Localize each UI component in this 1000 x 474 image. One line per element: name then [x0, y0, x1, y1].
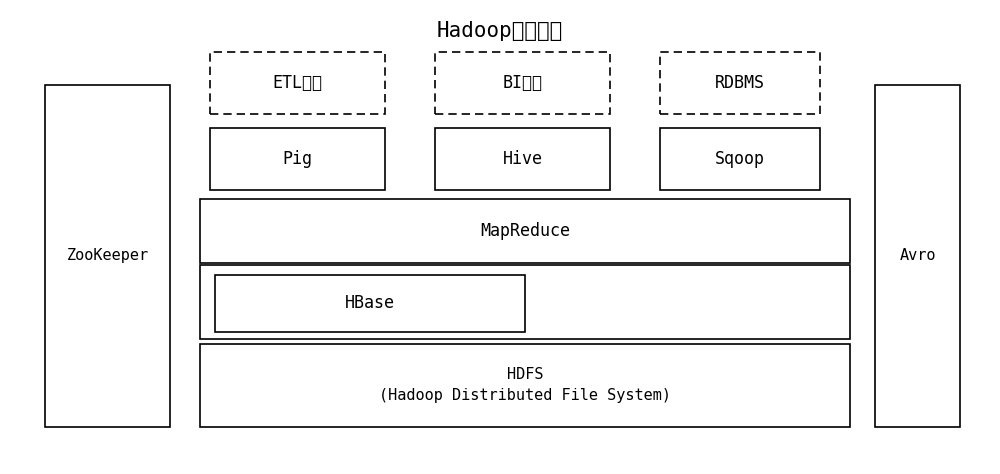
Text: ZooKeeper: ZooKeeper [66, 248, 149, 264]
Text: HDFS
(Hadoop Distributed File System): HDFS (Hadoop Distributed File System) [379, 367, 671, 403]
Bar [435, 128, 610, 190]
Bar [210, 52, 385, 114]
Text: BI报表: BI报表 [503, 74, 542, 92]
Bar [200, 265, 850, 339]
Text: RDBMS: RDBMS [715, 74, 765, 92]
Text: MapReduce: MapReduce [480, 222, 570, 240]
Bar [200, 344, 850, 427]
Text: Sqoop: Sqoop [715, 150, 765, 168]
Text: Hive: Hive [503, 150, 542, 168]
Bar [210, 128, 385, 190]
Bar [435, 52, 610, 114]
Bar [200, 199, 850, 263]
Bar [45, 85, 170, 427]
Text: HBase: HBase [345, 294, 395, 312]
Text: Avro: Avro [899, 248, 936, 264]
Text: Hadoop生态系统: Hadoop生态系统 [437, 21, 563, 41]
Text: ETL工具: ETL工具 [272, 74, 322, 92]
Bar [875, 85, 960, 427]
Bar [215, 275, 525, 332]
Bar [660, 128, 820, 190]
Bar [660, 52, 820, 114]
Text: Pig: Pig [283, 150, 312, 168]
